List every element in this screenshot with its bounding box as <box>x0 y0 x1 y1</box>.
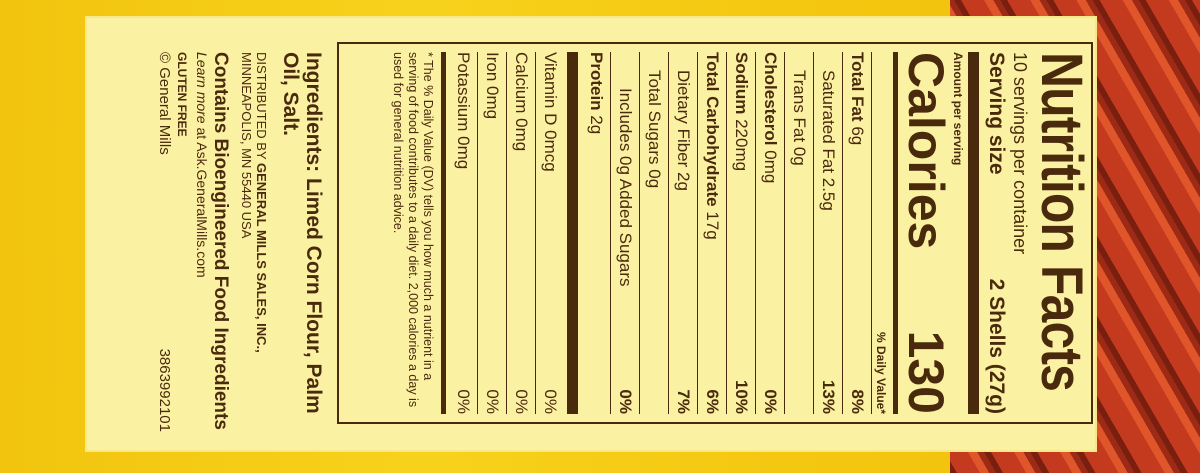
nutrient-amount: 6g <box>848 126 867 146</box>
serving-size-label: Serving size <box>985 52 1008 175</box>
nutrient-amount: 0g <box>790 146 809 166</box>
nutrient-name: Vitamin D <box>541 52 560 126</box>
daily-value-header: % Daily Value* <box>871 52 890 414</box>
divider <box>441 52 446 414</box>
nutrient-daily-value: 0% <box>512 389 531 414</box>
nutrient-row: Total Sugars 0g <box>639 52 668 414</box>
nutrient-row: Total Carbohydrate 17g 6% <box>697 52 726 414</box>
product-code: 3863992101 <box>156 348 173 432</box>
divider <box>567 52 578 414</box>
divider <box>968 52 979 414</box>
nutrient-daily-value: 0% <box>454 389 473 414</box>
bioengineered-notice: Contains Bioengineered Food Ingredients <box>210 52 231 430</box>
servings-per-container: 10 servings per container <box>1010 52 1030 255</box>
learn-more: Learn more at Ask.GeneralMills.com <box>193 52 210 432</box>
nutrient-label: Total Fat 6g <box>843 52 871 145</box>
nutrient-amount: 220mg <box>732 119 751 172</box>
nutrient-name: Cholesterol <box>761 52 780 146</box>
nutrient-label: Saturated Fat 2.5g <box>814 52 842 211</box>
learn-more-prefix: Learn more <box>194 52 210 124</box>
footnote: * The % Daily Value (DV) tells you how m… <box>391 52 435 408</box>
nutrient-row: Includes 0g Added Sugars 0% <box>610 52 639 414</box>
nutrient-row: Cholesterol 0mg 0% <box>755 52 784 414</box>
nutrient-row: Vitamin D 0mcg 0% <box>535 52 564 414</box>
nutrient-amount: 0mg <box>512 118 531 152</box>
nutrient-amount: 2g <box>587 115 606 135</box>
package-info: Ingredients: Limed Corn Flour, Palm Oil,… <box>155 52 325 432</box>
nutrient-label: Dietary Fiber 2g <box>669 52 697 191</box>
nutrient-label: Trans Fat 0g <box>785 52 813 166</box>
copyright-row: © General Mills 3863992101 <box>155 52 173 432</box>
nutrient-amount: 0g <box>645 169 664 189</box>
nutrient-label: Cholesterol 0mg <box>756 52 784 183</box>
gluten-free: GLUTEN FREE <box>175 52 189 137</box>
distributed-by: DISTRIBUTED BY <box>254 52 269 164</box>
nutrient-daily-value: 0% <box>616 389 635 414</box>
nutrient-name: Includes 0g Added Sugars <box>616 88 635 287</box>
nutrition-facts-box: Nutrition Facts 10 servings per containe… <box>337 42 1094 424</box>
nutrient-amount: 0mg <box>454 136 473 170</box>
ingredients: Ingredients: Limed Corn Flour, Palm Oil,… <box>279 52 325 414</box>
nutrient-name: Iron <box>483 52 502 82</box>
nutrient-label: Includes 0g Added Sugars <box>611 52 639 286</box>
serving-size: Serving size 2 Shells (27g) <box>983 52 1009 414</box>
nutrient-row: Iron 0mg 0% <box>477 52 506 414</box>
nutrient-amount: 17g <box>703 211 722 240</box>
nutrient-daily-value: 7% <box>674 389 693 414</box>
nutrient-amount: 2g <box>674 172 693 191</box>
nutrient-daily-value: 0% <box>541 389 560 414</box>
calories-value: 130 <box>898 330 954 414</box>
nutrient-amount: 0mg <box>483 86 502 120</box>
nutrient-name: Protein <box>587 52 606 111</box>
calories: Calories 130 <box>898 52 954 414</box>
learn-more-link: at Ask.GeneralMills.com <box>194 123 210 278</box>
nutrition-label-panel: Nutrition Facts 10 servings per containe… <box>87 18 1095 450</box>
nutrition-title: Nutrition Facts <box>1029 52 1094 392</box>
nutrient-daily-value: 8% <box>848 389 867 414</box>
nutrient-amount: 0mcg <box>541 130 560 172</box>
nutrient-label: Potassium 0mg <box>449 52 477 169</box>
nutrient-daily-value: 0% <box>761 389 780 414</box>
nutrient-row: Sodium 220mg 10% <box>726 52 755 414</box>
nutrient-label: Total Carbohydrate 17g <box>698 52 726 240</box>
nutrient-row: Calcium 0mg 0% <box>506 52 535 414</box>
nutrient-name: Dietary Fiber <box>674 70 693 168</box>
calories-label: Calories <box>898 52 954 250</box>
nutrient-row: Trans Fat 0g <box>784 52 813 414</box>
nutrient-daily-value: 13% <box>819 379 838 414</box>
nutrient-amount: 0mg <box>761 150 780 184</box>
nutrient-label: Calcium 0mg <box>507 52 535 151</box>
nutrient-name: Trans Fat <box>790 70 809 143</box>
address: MINNEAPOLIS, MN 55440 USA <box>239 52 254 239</box>
nutrient-label: Sodium 220mg <box>727 52 755 171</box>
copyright: © General Mills <box>156 52 173 155</box>
nutrient-row: Saturated Fat 2.5g 13% <box>813 52 842 414</box>
nutrient-row: Dietary Fiber 2g 7% <box>668 52 697 414</box>
nutrient-label: Protein 2g <box>582 52 610 134</box>
nutrient-daily-value: 10% <box>732 379 751 414</box>
distributor-name: GENERAL MILLS SALES, INC., <box>254 163 269 353</box>
nutrient-name: Sodium <box>732 52 751 115</box>
serving-size-value: 2 Shells (27g) <box>985 278 1008 414</box>
nutrient-name: Total Fat <box>848 52 867 122</box>
nutrient-label: Vitamin D 0mcg <box>536 52 564 172</box>
distributor-info: DISTRIBUTED BY GENERAL MILLS SALES, INC.… <box>239 52 269 432</box>
nutrient-amount: 2.5g <box>819 177 838 211</box>
nutrient-name: Total Sugars <box>645 70 664 165</box>
nutrient-daily-value: 6% <box>703 389 722 414</box>
nutrient-row: Total Fat 6g 8% <box>842 52 871 414</box>
nutrient-row: Protein 2g <box>582 52 610 414</box>
nutrient-name: Saturated Fat <box>819 70 838 174</box>
nutrient-label: Iron 0mg <box>478 52 506 119</box>
nutrient-name: Calcium <box>512 52 531 114</box>
nutrient-name: Total Carbohydrate <box>703 52 722 207</box>
nutrient-row: Potassium 0mg 0% <box>449 52 477 414</box>
nutrient-name: Potassium <box>454 52 473 132</box>
nutrient-label: Total Sugars 0g <box>640 52 668 188</box>
nutrient-daily-value: 0% <box>483 389 502 414</box>
